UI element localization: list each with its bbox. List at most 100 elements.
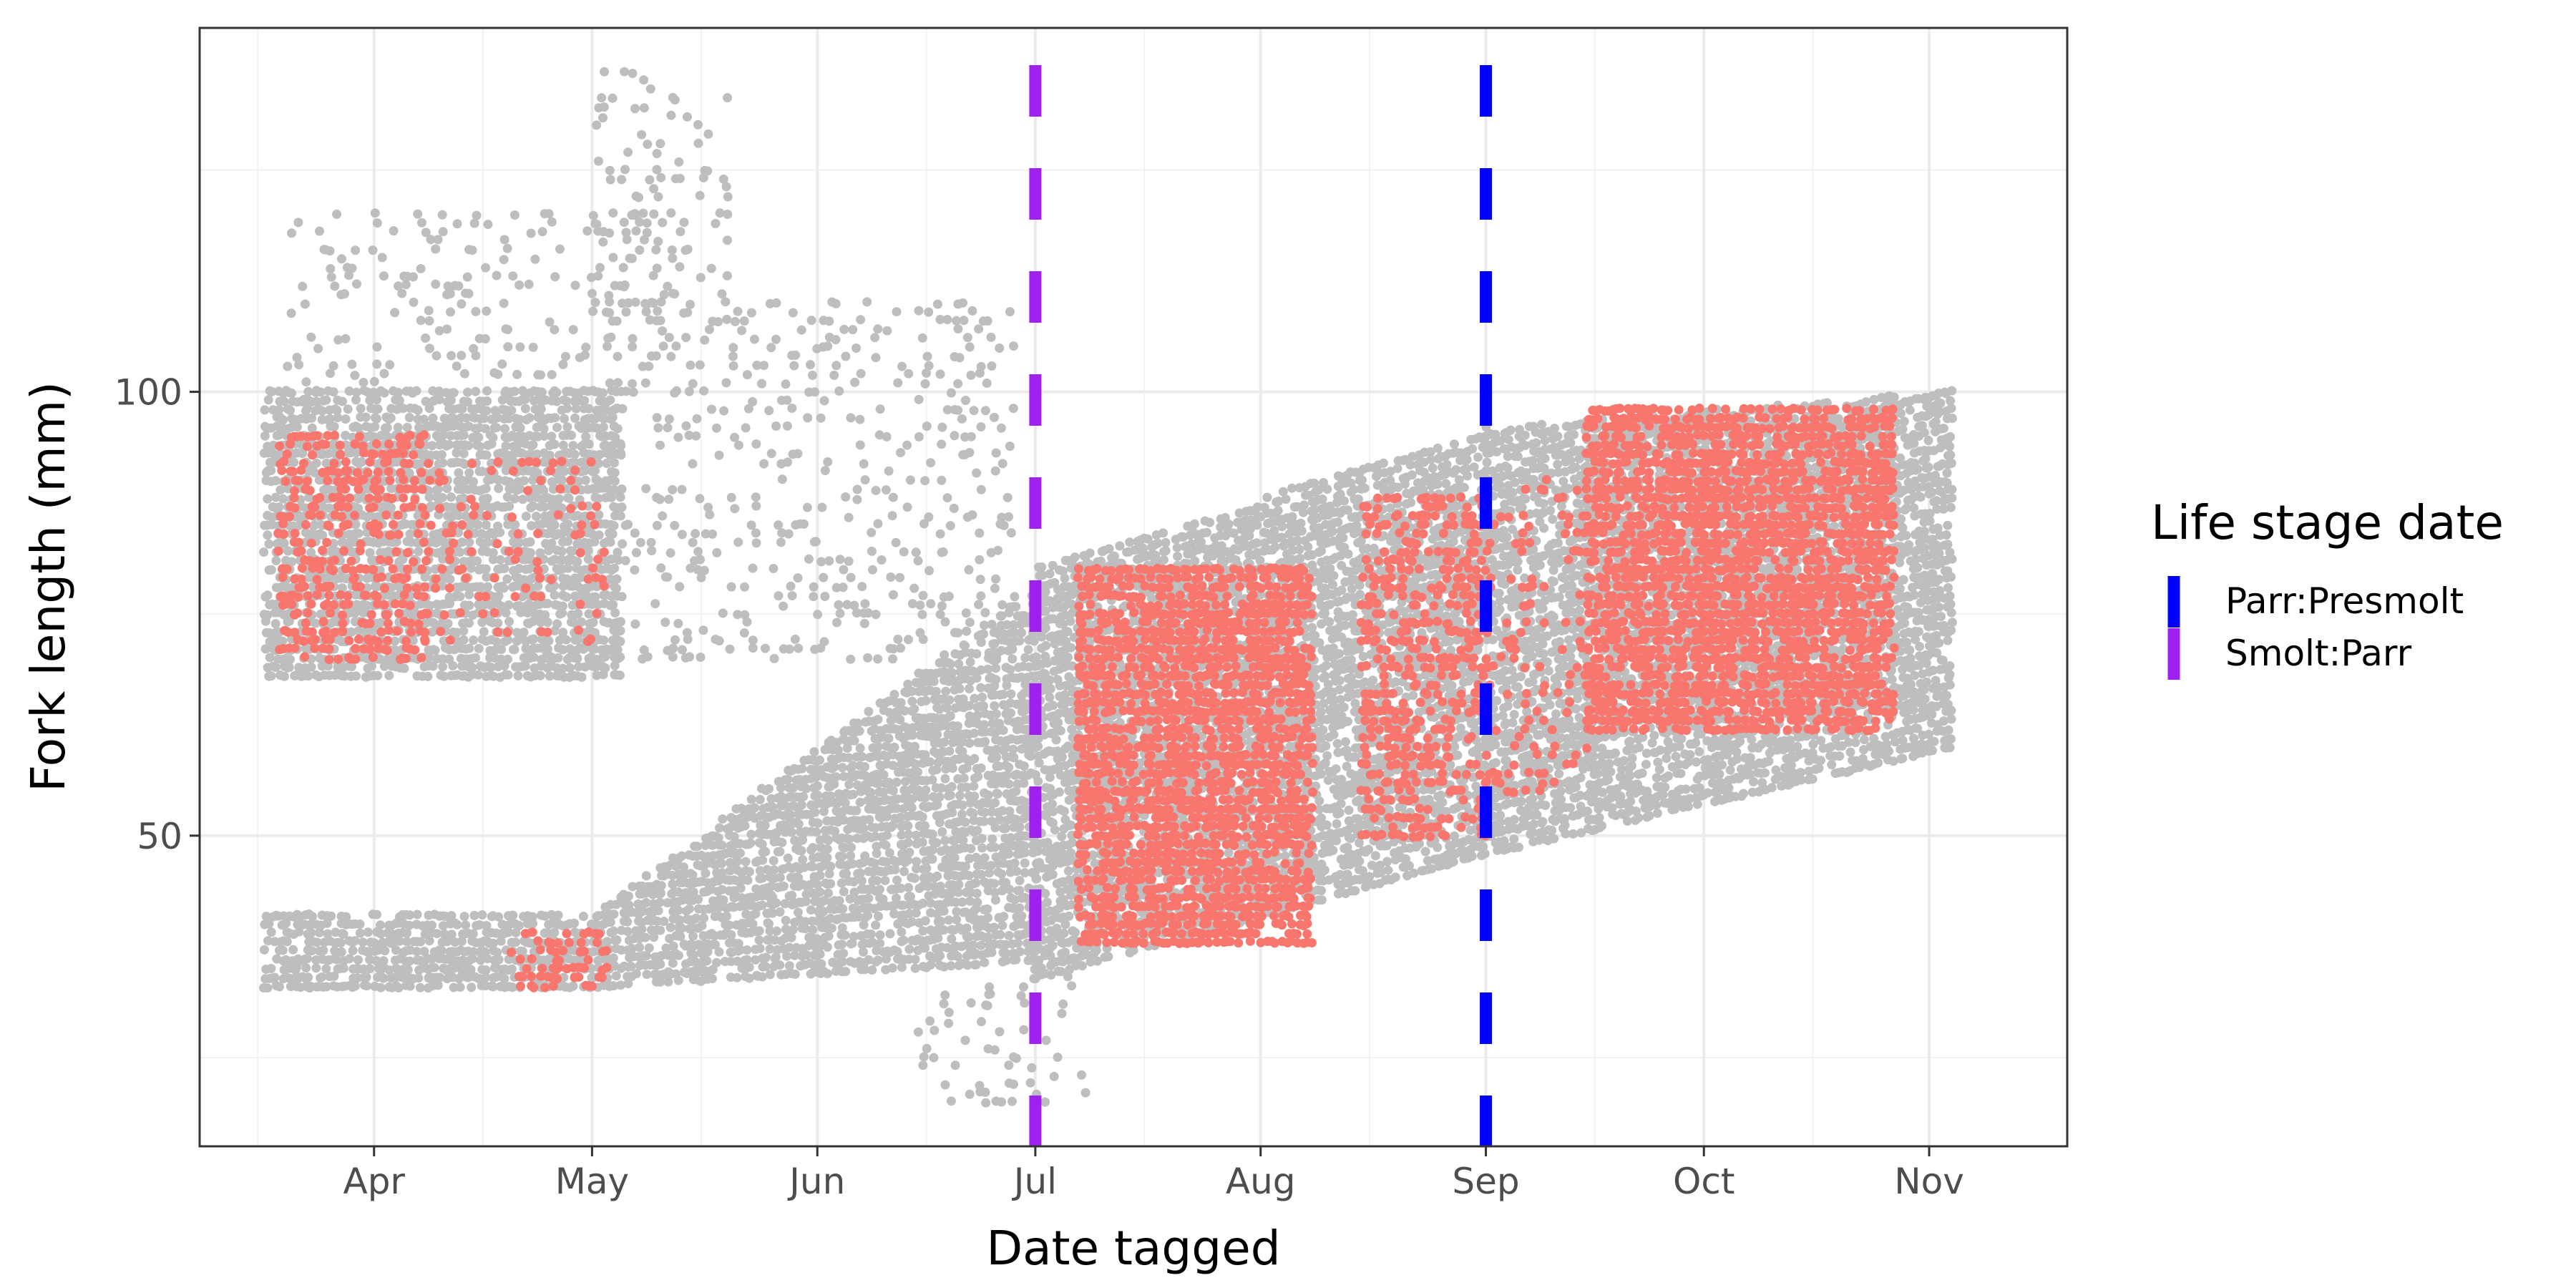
fish-point bbox=[728, 351, 738, 361]
fish-point bbox=[826, 791, 836, 801]
fish-point bbox=[286, 308, 296, 318]
fish-point bbox=[712, 547, 722, 557]
fish-point bbox=[323, 449, 333, 459]
fish-point bbox=[615, 511, 625, 521]
fish-point bbox=[839, 324, 849, 334]
fish-point bbox=[307, 423, 317, 433]
fish-point bbox=[935, 369, 945, 379]
fish-point bbox=[390, 636, 400, 646]
fish-point bbox=[371, 414, 381, 424]
fish-point bbox=[668, 484, 678, 494]
fish-point bbox=[965, 448, 975, 457]
fish-point bbox=[303, 386, 313, 396]
fish-point bbox=[563, 519, 573, 529]
fish-point bbox=[412, 909, 422, 919]
fish-point bbox=[990, 823, 1000, 833]
fish-point bbox=[552, 422, 562, 432]
fish-point bbox=[499, 255, 509, 265]
fish-point bbox=[971, 878, 981, 888]
fish-point bbox=[605, 378, 615, 388]
fish-point bbox=[786, 581, 796, 591]
fish-point bbox=[482, 406, 492, 416]
fish-point bbox=[808, 924, 818, 935]
fish-point bbox=[962, 626, 972, 636]
fish-point bbox=[1004, 512, 1014, 522]
fish-point bbox=[443, 619, 453, 628]
fish-point bbox=[808, 371, 817, 380]
fish-point bbox=[391, 537, 401, 547]
fish-point bbox=[318, 406, 327, 416]
fish-point bbox=[730, 316, 740, 326]
fish-point bbox=[602, 937, 612, 947]
fish-point bbox=[479, 627, 489, 637]
fish-point bbox=[920, 379, 930, 389]
fish-point bbox=[572, 557, 582, 567]
fish-point bbox=[431, 279, 441, 289]
fish-point bbox=[873, 955, 883, 965]
fish-point bbox=[645, 315, 655, 325]
fish-point bbox=[926, 599, 936, 609]
fish-point bbox=[645, 84, 655, 94]
fish-point bbox=[782, 421, 792, 431]
fish-point bbox=[637, 130, 647, 140]
fish-point bbox=[640, 378, 650, 388]
fish-point bbox=[539, 424, 549, 434]
fish-point bbox=[449, 388, 459, 398]
fish-point bbox=[630, 104, 640, 114]
fish-point bbox=[708, 529, 717, 539]
fish-point bbox=[703, 166, 713, 176]
fish-point bbox=[587, 273, 596, 283]
fish-point bbox=[499, 235, 509, 245]
fish-point bbox=[907, 794, 917, 804]
fish-point bbox=[477, 910, 487, 919]
fish-point bbox=[279, 396, 289, 406]
fish-point bbox=[266, 466, 276, 475]
fish-point bbox=[348, 945, 358, 955]
fish-point bbox=[888, 492, 898, 502]
fish-point bbox=[784, 961, 794, 971]
fish-point bbox=[717, 840, 727, 850]
fish-point bbox=[459, 626, 469, 636]
fish-point bbox=[783, 774, 793, 784]
fish-point bbox=[623, 917, 633, 927]
fish-point bbox=[577, 617, 587, 627]
fish-point bbox=[920, 916, 930, 926]
fish-point bbox=[452, 919, 462, 930]
fish-point bbox=[931, 686, 941, 696]
fish-point bbox=[733, 440, 743, 450]
fish-point bbox=[910, 963, 920, 973]
fish-point bbox=[987, 620, 997, 630]
fish-point bbox=[711, 423, 721, 433]
fish-point bbox=[398, 404, 408, 414]
fish-point bbox=[306, 662, 316, 672]
fish-point bbox=[605, 308, 615, 318]
fish-point bbox=[1010, 592, 1020, 602]
fish-point bbox=[924, 307, 934, 317]
fish-point bbox=[871, 920, 881, 930]
fish-point bbox=[532, 512, 541, 521]
fish-point bbox=[852, 343, 861, 353]
fish-point bbox=[847, 842, 856, 852]
fish-point bbox=[875, 938, 885, 948]
fish-point bbox=[615, 492, 625, 502]
fish-point bbox=[284, 663, 294, 673]
fish-point bbox=[635, 245, 645, 255]
fish-point bbox=[806, 360, 815, 370]
fish-point bbox=[990, 798, 1000, 808]
fish-point bbox=[761, 643, 770, 653]
fish-point bbox=[969, 728, 979, 738]
fish-point bbox=[610, 608, 620, 618]
fish-point bbox=[787, 591, 797, 600]
fish-point bbox=[311, 396, 321, 406]
fish-point bbox=[499, 974, 509, 984]
fish-point bbox=[675, 582, 685, 592]
fish-point bbox=[508, 910, 518, 920]
fish-point bbox=[811, 827, 821, 837]
fish-point bbox=[306, 928, 316, 938]
fish-point bbox=[593, 226, 603, 236]
fish-point bbox=[613, 653, 623, 663]
fish-point bbox=[469, 218, 479, 228]
fish-point bbox=[488, 938, 498, 948]
fish-point bbox=[796, 846, 806, 856]
fish-point bbox=[688, 537, 698, 547]
